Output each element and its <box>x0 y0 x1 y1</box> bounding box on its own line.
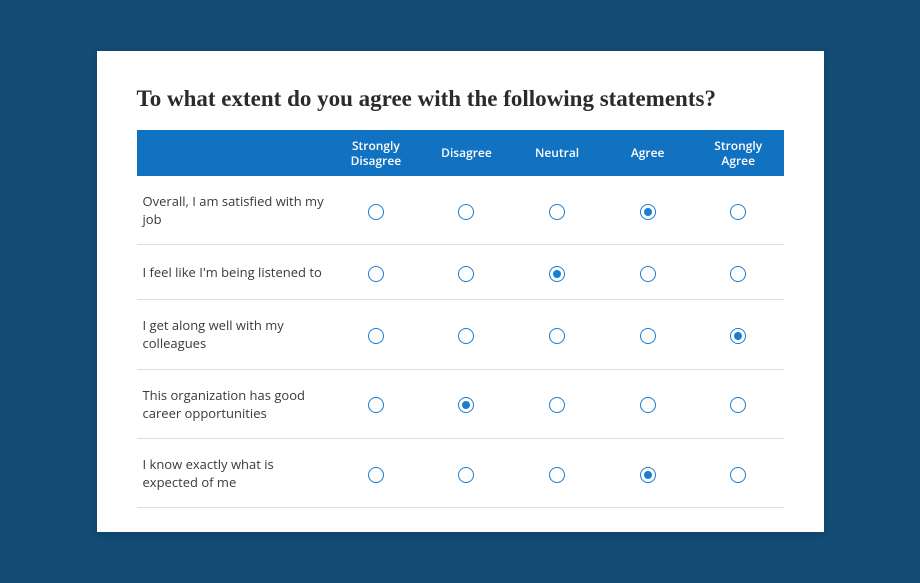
radio-option[interactable] <box>368 266 384 282</box>
radio-option[interactable] <box>368 204 384 220</box>
statement-text: Overall, I am satisfied with my job <box>137 176 331 245</box>
radio-option[interactable] <box>640 204 656 220</box>
matrix-cell <box>512 438 603 507</box>
matrix-row: I feel like I'm being listened to <box>137 245 784 300</box>
matrix-row: I know exactly what is expected of me <box>137 438 784 507</box>
matrix-cell <box>421 176 512 245</box>
matrix-cell <box>602 369 693 438</box>
radio-option[interactable] <box>549 467 565 483</box>
radio-option[interactable] <box>368 328 384 344</box>
radio-option[interactable] <box>549 266 565 282</box>
matrix-cell <box>602 300 693 369</box>
radio-option[interactable] <box>458 397 474 413</box>
matrix-cell <box>421 245 512 300</box>
likert-matrix: Strongly Disagree Disagree Neutral Agree… <box>137 130 784 509</box>
matrix-cell <box>693 245 784 300</box>
matrix-cell <box>512 369 603 438</box>
scale-header: Agree <box>602 130 693 176</box>
scale-header: Strongly Disagree <box>331 130 422 176</box>
question-title: To what extent do you agree with the fol… <box>137 83 784 114</box>
matrix-cell <box>512 245 603 300</box>
matrix-row: I get along well with my colleagues <box>137 300 784 369</box>
radio-option[interactable] <box>549 328 565 344</box>
matrix-header-row: Strongly Disagree Disagree Neutral Agree… <box>137 130 784 176</box>
matrix-cell <box>512 176 603 245</box>
matrix-header-blank <box>137 130 331 176</box>
radio-option[interactable] <box>640 467 656 483</box>
matrix-cell <box>693 369 784 438</box>
matrix-row: Overall, I am satisfied with my job <box>137 176 784 245</box>
statement-text: This organization has good career opport… <box>137 369 331 438</box>
matrix-cell <box>602 245 693 300</box>
radio-option[interactable] <box>549 397 565 413</box>
radio-option[interactable] <box>368 467 384 483</box>
matrix-cell <box>331 438 422 507</box>
matrix-cell <box>693 300 784 369</box>
radio-option[interactable] <box>640 266 656 282</box>
radio-option[interactable] <box>458 266 474 282</box>
matrix-cell <box>512 300 603 369</box>
radio-option[interactable] <box>640 328 656 344</box>
matrix-cell <box>693 176 784 245</box>
matrix-cell <box>602 176 693 245</box>
matrix-cell <box>602 438 693 507</box>
matrix-body: Overall, I am satisfied with my jobI fee… <box>137 176 784 508</box>
radio-option[interactable] <box>730 328 746 344</box>
matrix-cell <box>421 438 512 507</box>
matrix-cell <box>421 369 512 438</box>
matrix-cell <box>331 369 422 438</box>
survey-card: To what extent do you agree with the fol… <box>97 51 824 533</box>
statement-text: I feel like I'm being listened to <box>137 245 331 300</box>
statement-text: I know exactly what is expected of me <box>137 438 331 507</box>
radio-option[interactable] <box>458 204 474 220</box>
scale-header: Disagree <box>421 130 512 176</box>
radio-option[interactable] <box>458 328 474 344</box>
matrix-cell <box>331 245 422 300</box>
radio-option[interactable] <box>640 397 656 413</box>
radio-option[interactable] <box>368 397 384 413</box>
scale-header: Neutral <box>512 130 603 176</box>
matrix-cell <box>331 176 422 245</box>
radio-option[interactable] <box>549 204 565 220</box>
statement-text: I get along well with my colleagues <box>137 300 331 369</box>
radio-option[interactable] <box>458 467 474 483</box>
matrix-cell <box>693 438 784 507</box>
matrix-cell <box>331 300 422 369</box>
radio-option[interactable] <box>730 467 746 483</box>
radio-option[interactable] <box>730 397 746 413</box>
radio-option[interactable] <box>730 266 746 282</box>
radio-option[interactable] <box>730 204 746 220</box>
matrix-cell <box>421 300 512 369</box>
scale-header: Strongly Agree <box>693 130 784 176</box>
matrix-row: This organization has good career opport… <box>137 369 784 438</box>
